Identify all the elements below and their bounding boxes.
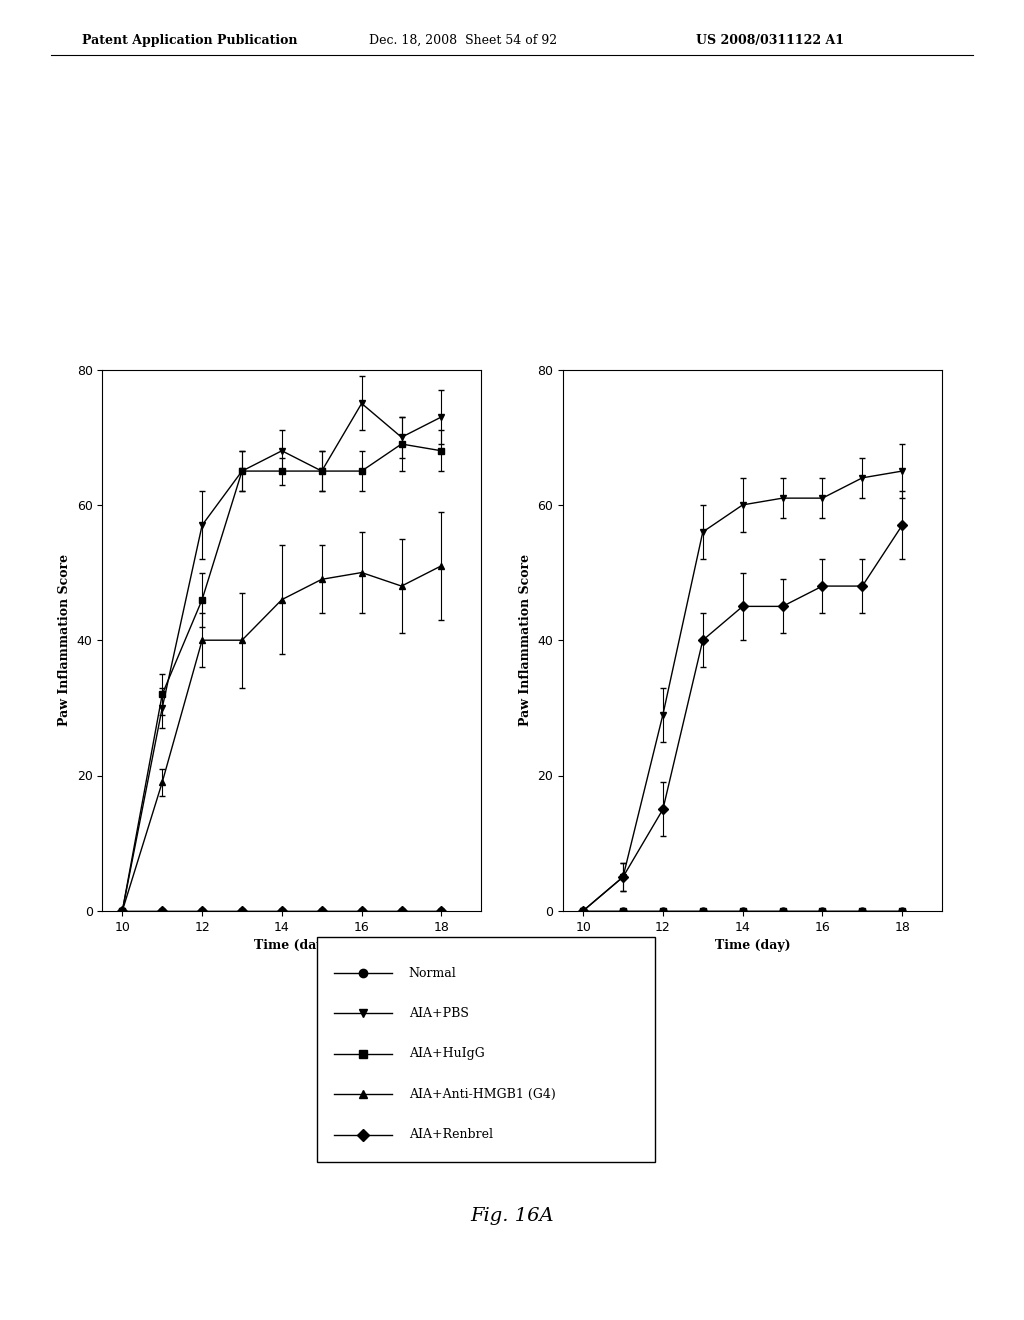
Text: Fig. 16A: Fig. 16A (470, 1206, 554, 1225)
Text: Patent Application Publication: Patent Application Publication (82, 33, 297, 46)
Text: Dec. 18, 2008  Sheet 54 of 92: Dec. 18, 2008 Sheet 54 of 92 (369, 33, 557, 46)
Text: AIA+Anti-HMGB1 (G4): AIA+Anti-HMGB1 (G4) (409, 1088, 555, 1101)
Text: AIA+PBS: AIA+PBS (409, 1007, 469, 1020)
Text: AIA+Renbrel: AIA+Renbrel (409, 1129, 493, 1142)
Y-axis label: Paw Inflammation Score: Paw Inflammation Score (519, 554, 531, 726)
Text: US 2008/0311122 A1: US 2008/0311122 A1 (696, 33, 845, 46)
Text: AIA+HuIgG: AIA+HuIgG (409, 1047, 484, 1060)
X-axis label: Time (day): Time (day) (715, 939, 791, 952)
Text: Normal: Normal (409, 966, 457, 979)
Y-axis label: Paw Inflammation Score: Paw Inflammation Score (58, 554, 71, 726)
X-axis label: Time (day): Time (day) (254, 939, 330, 952)
